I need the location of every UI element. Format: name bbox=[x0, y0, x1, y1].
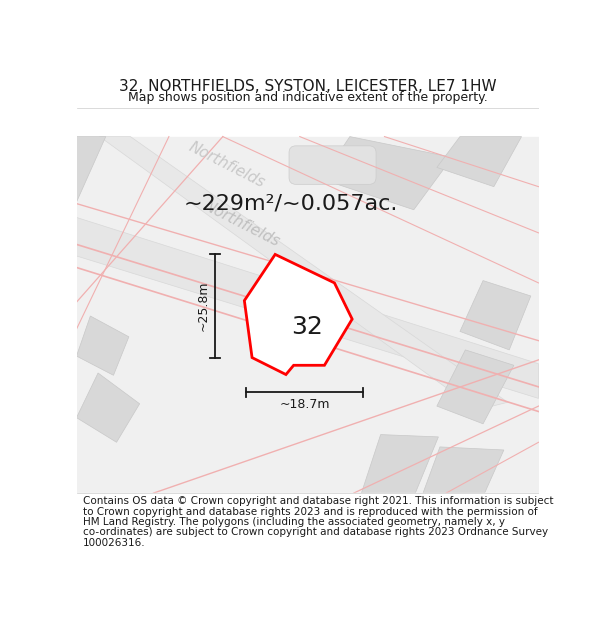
Text: Contains OS data © Crown copyright and database right 2021. This information is : Contains OS data © Crown copyright and d… bbox=[83, 496, 553, 506]
Bar bbox=[77, 137, 539, 493]
Text: 32: 32 bbox=[291, 316, 323, 339]
Polygon shape bbox=[322, 137, 452, 210]
Polygon shape bbox=[100, 137, 508, 410]
FancyBboxPatch shape bbox=[289, 146, 376, 184]
Polygon shape bbox=[423, 447, 504, 493]
Polygon shape bbox=[77, 137, 106, 202]
Polygon shape bbox=[437, 350, 514, 424]
Text: ~229m²/~0.057ac.: ~229m²/~0.057ac. bbox=[184, 194, 398, 214]
Text: ~25.8m: ~25.8m bbox=[197, 281, 210, 331]
Polygon shape bbox=[77, 217, 539, 398]
Polygon shape bbox=[437, 137, 521, 187]
Polygon shape bbox=[77, 373, 140, 442]
Text: ~18.7m: ~18.7m bbox=[279, 398, 329, 411]
Text: HM Land Registry. The polygons (including the associated geometry, namely x, y: HM Land Registry. The polygons (includin… bbox=[83, 517, 505, 527]
Text: to Crown copyright and database rights 2023 and is reproduced with the permissio: to Crown copyright and database rights 2… bbox=[83, 507, 537, 517]
Text: 100026316.: 100026316. bbox=[83, 538, 145, 548]
Text: Northfields: Northfields bbox=[202, 198, 283, 249]
Text: co-ordinates) are subject to Crown copyright and database rights 2023 Ordnance S: co-ordinates) are subject to Crown copyr… bbox=[83, 528, 548, 538]
Polygon shape bbox=[361, 434, 439, 493]
Text: 32, NORTHFIELDS, SYSTON, LEICESTER, LE7 1HW: 32, NORTHFIELDS, SYSTON, LEICESTER, LE7 … bbox=[119, 79, 496, 94]
Bar bbox=[77, 493, 539, 556]
Polygon shape bbox=[460, 281, 531, 350]
Polygon shape bbox=[244, 254, 352, 374]
Text: Map shows position and indicative extent of the property.: Map shows position and indicative extent… bbox=[128, 91, 487, 104]
Polygon shape bbox=[77, 316, 129, 375]
Text: Northfields: Northfields bbox=[186, 139, 267, 191]
